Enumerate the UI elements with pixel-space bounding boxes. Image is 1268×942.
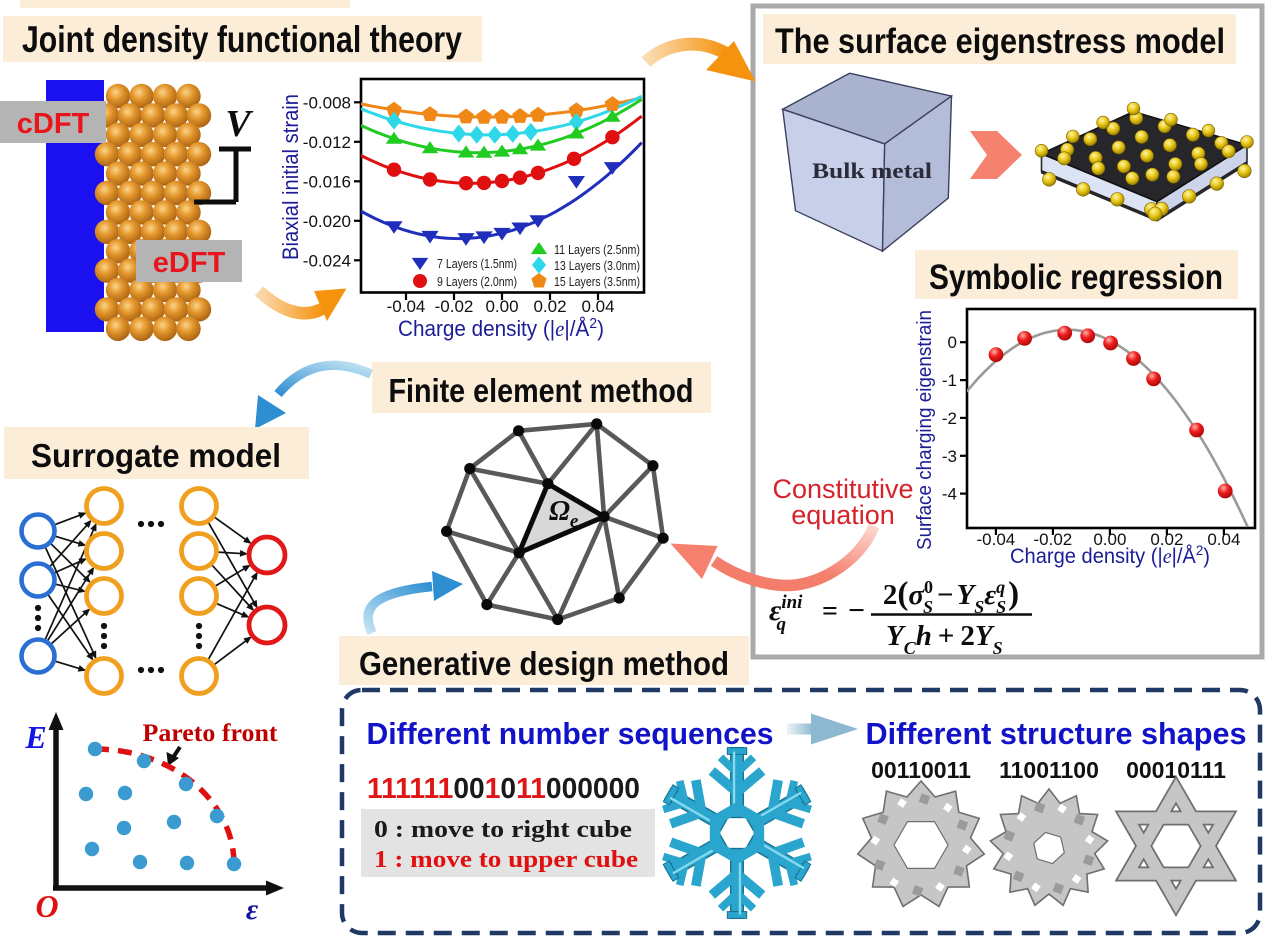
svg-text:Symbolic regression: Symbolic regression [929,258,1223,297]
svg-text:13 Layers (3.0nm): 13 Layers (3.0nm) [554,258,640,273]
svg-text:-2: -2 [942,409,957,428]
svg-text:Generative design method: Generative design method [359,645,729,682]
svg-text:−: − [848,594,865,627]
svg-text:0.04: 0.04 [581,297,614,316]
svg-text:V: V [225,103,253,145]
svg-text:-0.012: -0.012 [303,133,351,152]
svg-text:-3: -3 [942,447,957,466]
svg-text:Charge density (|e|/Å2): Charge density (|e|/Å2) [398,315,604,341]
svg-text:00110011: 00110011 [871,757,971,783]
svg-text:Different number sequences: Different number sequences [367,716,774,751]
svg-text:15 Layers (3.5nm): 15 Layers (3.5nm) [554,274,640,289]
svg-text:Bulk metal: Bulk metal [812,158,932,183]
svg-text:11001100: 11001100 [999,757,1099,783]
svg-text:9 Layers (2.0nm): 9 Layers (2.0nm) [437,274,517,289]
svg-text:The surface eigenstress model: The surface eigenstress model [775,22,1225,61]
svg-text:111111001011000000: 111111001011000000 [367,773,640,805]
svg-text:0.00: 0.00 [1093,530,1126,549]
svg-text:E: E [24,719,46,755]
svg-text:Finite element method: Finite element method [389,372,694,409]
svg-text:O: O [35,888,58,924]
svg-text:0.00: 0.00 [485,297,518,316]
svg-text:0 : move to right cube: 0 : move to right cube [374,817,632,843]
svg-text:-0.020: -0.020 [303,212,351,231]
svg-text:ε: ε [246,893,259,926]
svg-text:Joint density functional theor: Joint density functional theory [22,19,462,60]
svg-text:=: = [822,596,838,627]
svg-text:11 Layers (2.5nm): 11 Layers (2.5nm) [554,242,640,257]
svg-text:-0.024: -0.024 [303,251,351,270]
svg-text:Constitutive: Constitutive [772,474,913,504]
svg-text:7 Layers (1.5nm): 7 Layers (1.5nm) [437,256,517,271]
svg-text:1 : move to upper cube: 1 : move to upper cube [374,847,638,873]
svg-text:-4: -4 [942,485,957,504]
svg-text:Biaxial initial strain: Biaxial initial strain [278,94,303,260]
svg-text:0.02: 0.02 [533,297,566,316]
svg-text:0: 0 [948,333,957,352]
svg-text:Surface charging eigenstrain: Surface charging eigenstrain [914,310,936,550]
svg-text:Charge density (|e|/Å2): Charge density (|e|/Å2) [1010,542,1210,568]
svg-text:-0.04: -0.04 [387,297,426,316]
svg-text:-0.02: -0.02 [435,297,474,316]
svg-text:equation: equation [791,500,895,530]
svg-text:Pareto front: Pareto front [143,720,279,747]
svg-text:0.04: 0.04 [1207,530,1240,549]
svg-text:cDFT: cDFT [17,108,90,140]
svg-text:0.02: 0.02 [1150,530,1183,549]
svg-text:-0.04: -0.04 [977,530,1016,549]
svg-text:-0.016: -0.016 [303,172,351,191]
svg-text:-0.008: -0.008 [303,93,351,112]
svg-text:Different structure shapes: Different structure shapes [866,716,1247,751]
svg-text:Surrogate model: Surrogate model [31,437,281,474]
svg-text:eDFT: eDFT [153,247,226,279]
svg-text:YCh+2YS: YCh +2YS [886,620,1003,658]
svg-text:-1: -1 [942,371,957,390]
svg-text:-0.02: -0.02 [1034,530,1073,549]
